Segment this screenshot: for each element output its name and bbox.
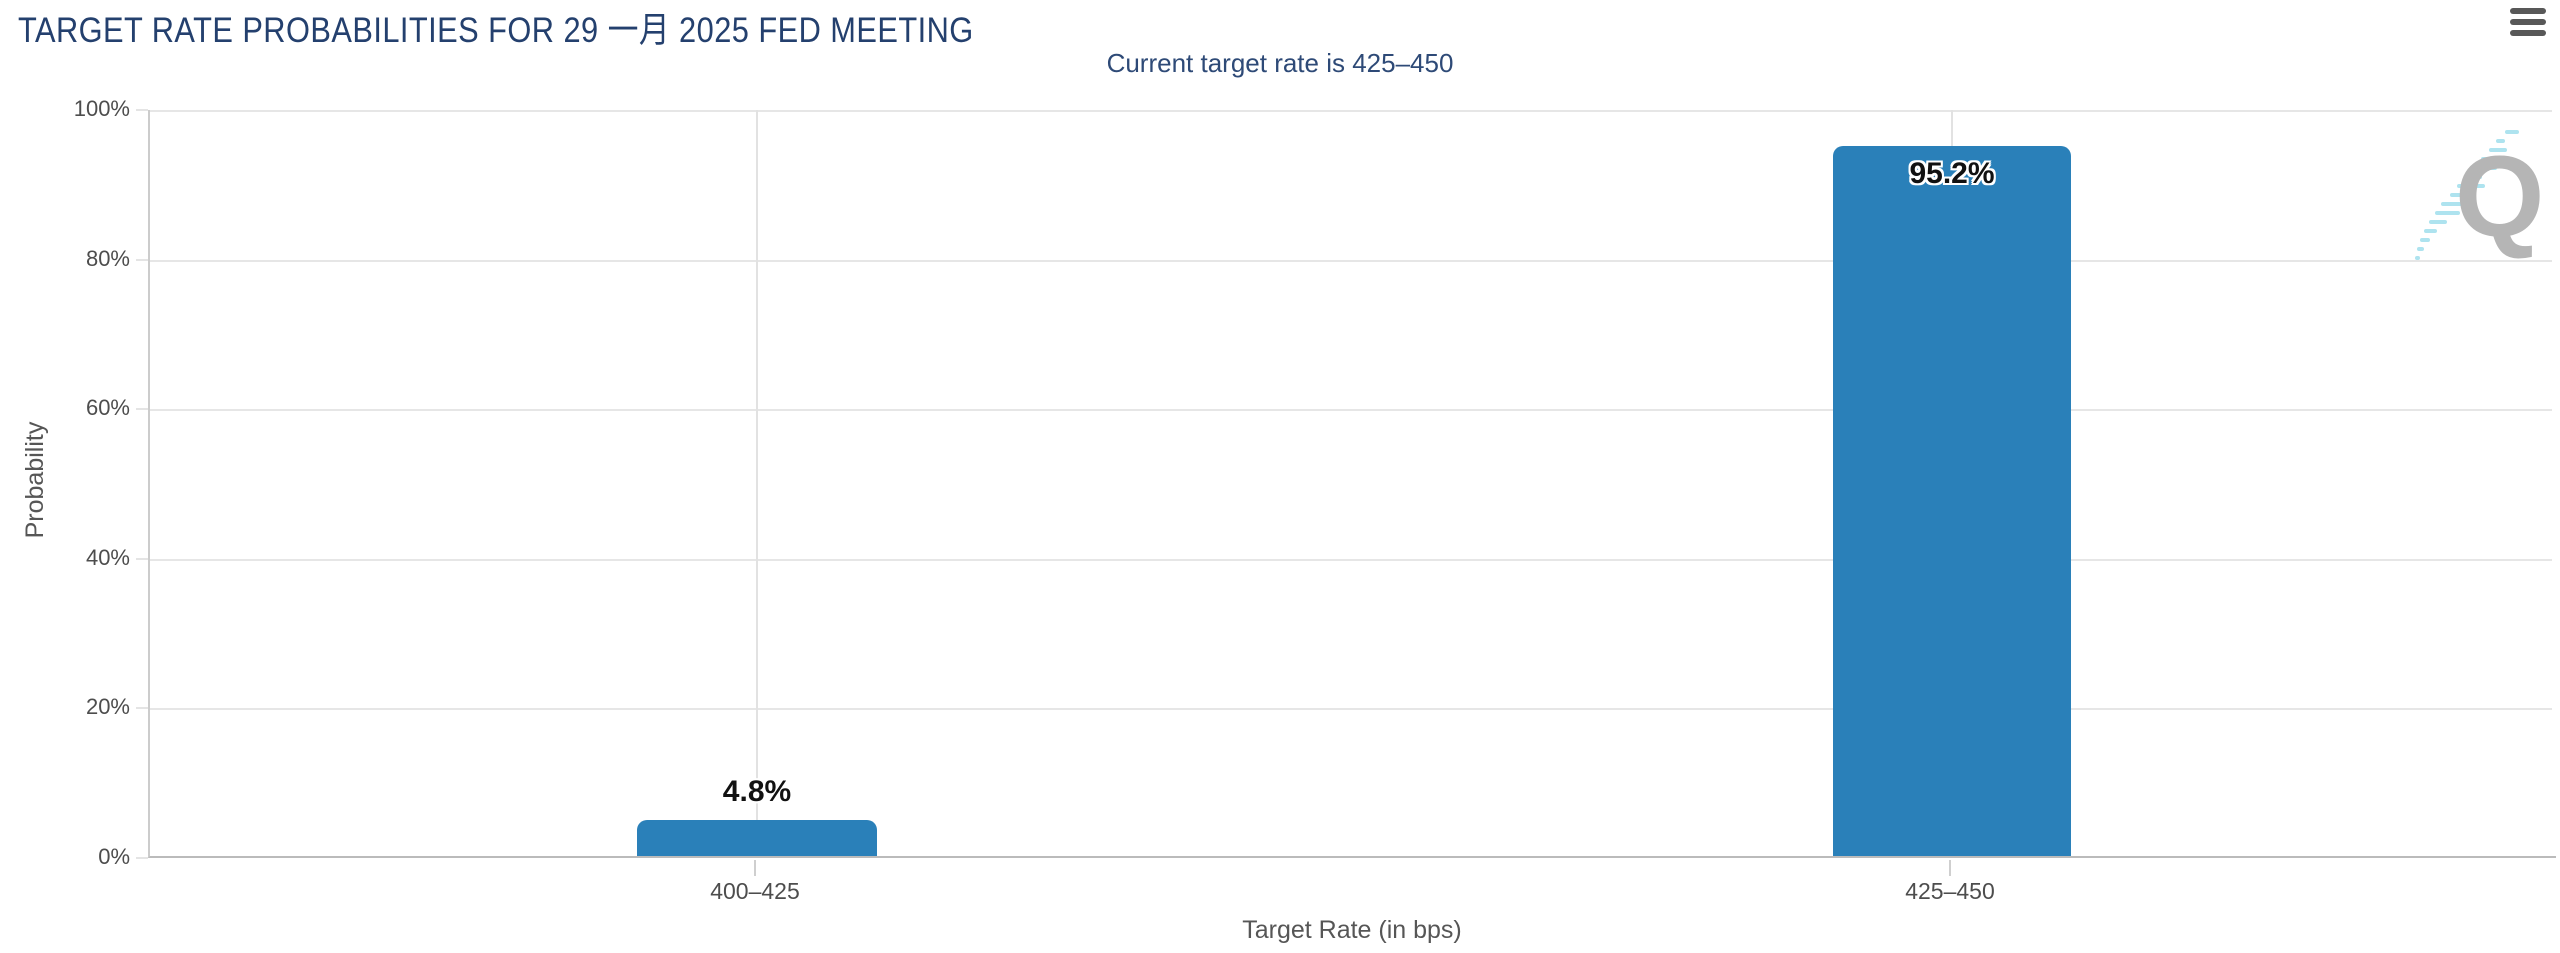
chart-subtitle: Current target rate is 425–450 — [1106, 48, 1454, 78]
y-tick-mark — [136, 707, 148, 709]
y-tick-mark — [136, 109, 148, 111]
y-tick-label: 100% — [73, 96, 130, 121]
gridline-horizontal — [150, 409, 2552, 412]
bar-value-label: 95.2% — [1909, 156, 1995, 190]
plot-area: 4.8% 95.2% — [148, 110, 2556, 858]
y-tick-mark — [136, 558, 148, 560]
hamburger-menu-icon — [2510, 30, 2546, 36]
bar-value-label: 4.8% — [722, 775, 792, 809]
y-tick-label: 60% — [85, 395, 130, 420]
gridline-horizontal — [150, 110, 2552, 112]
hamburger-menu-icon — [2510, 19, 2546, 25]
hamburger-menu-icon — [2510, 8, 2546, 14]
gridline-horizontal — [150, 259, 2552, 262]
y-tick-mark — [136, 408, 148, 410]
bar-400-425[interactable]: 4.8% — [637, 110, 877, 856]
y-tick-mark — [136, 857, 148, 859]
x-tick-label: 425–450 — [1905, 878, 1995, 904]
y-tick-mark — [136, 259, 148, 261]
x-axis-title: Target Rate (in bps) — [1242, 916, 1462, 944]
chart-title: TARGET RATE PROBABILITIES FOR 29 一月 2025… — [18, 11, 974, 50]
bar-rect[interactable] — [637, 820, 877, 856]
chart-context-menu-button[interactable] — [2504, 2, 2552, 46]
gridline-horizontal — [150, 708, 2552, 711]
gridline-horizontal — [150, 558, 2552, 561]
gridline-vertical — [756, 110, 758, 856]
bar-425-450[interactable]: 95.2% — [1833, 110, 2071, 856]
y-tick-label: 20% — [85, 694, 130, 719]
x-tick-label: 400–425 — [710, 878, 800, 904]
y-tick-label: 40% — [85, 545, 130, 570]
x-tick-mark — [754, 860, 756, 876]
x-tick-mark — [1949, 860, 1951, 876]
bar-rect[interactable] — [1833, 145, 2071, 856]
y-tick-label: 0% — [98, 844, 130, 869]
y-tick-label: 80% — [85, 246, 130, 271]
